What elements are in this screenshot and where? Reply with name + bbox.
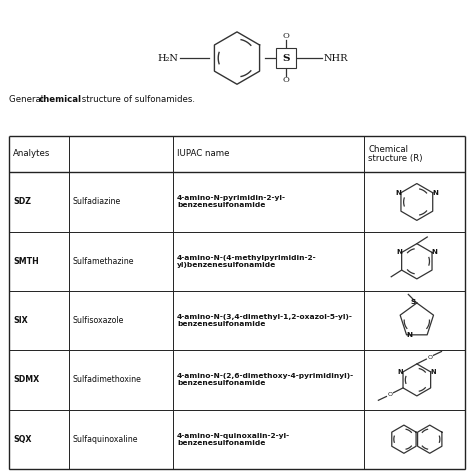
Text: N: N [431,249,438,256]
Text: H₂N: H₂N [158,54,179,62]
Text: Chemical: Chemical [368,145,408,154]
Text: structure (R): structure (R) [368,154,423,163]
Text: N: N [432,190,438,196]
Text: N: N [396,249,402,256]
Text: S: S [282,54,290,62]
Text: O: O [388,392,393,397]
Text: SIX: SIX [13,316,28,325]
Text: SDZ: SDZ [13,198,31,207]
Text: Analytes: Analytes [13,149,51,159]
Text: IUPAC name: IUPAC name [177,149,229,159]
Text: Sulfadiazine: Sulfadiazine [73,198,121,207]
Text: N: N [396,190,401,196]
Text: Sulfadimethoxine: Sulfadimethoxine [73,376,141,385]
Text: 4-amino-N-(2,6-dimethoxy-4-pyrimidinyl)-
benzenesulfonamide: 4-amino-N-(2,6-dimethoxy-4-pyrimidinyl)-… [177,373,354,387]
Text: SMTH: SMTH [13,257,39,266]
Text: SDMX: SDMX [13,376,39,385]
Text: O: O [427,355,432,360]
Text: General: General [9,95,46,104]
Text: 4-amino-N-(4-methylpyrimidin-2-
yl)benzenesulfonamide: 4-amino-N-(4-methylpyrimidin-2- yl)benze… [177,255,317,268]
Text: structure of sulfonamides.: structure of sulfonamides. [79,95,195,104]
Text: N: N [398,369,403,375]
Text: N: N [430,369,436,375]
Text: Sulfamethazine: Sulfamethazine [73,257,134,266]
Text: 4-amino-N-(3,4-dimethyl-1,2-oxazol-5-yl)-
benzenesulfonamide: 4-amino-N-(3,4-dimethyl-1,2-oxazol-5-yl)… [177,314,353,327]
Text: O: O [283,76,289,84]
Text: S: S [410,299,416,305]
Text: 4-amino-N-pyrimidin-2-yl-
benzenesulfonamide: 4-amino-N-pyrimidin-2-yl- benzenesulfona… [177,196,286,208]
Text: O: O [283,32,289,40]
Text: N: N [406,332,412,338]
Text: chemical: chemical [39,95,82,104]
Text: SQX: SQX [13,435,32,444]
Text: Sulfisoxazole: Sulfisoxazole [73,316,124,325]
Text: NHR: NHR [323,54,348,62]
FancyBboxPatch shape [276,48,296,68]
Text: Sulfaquinoxaline: Sulfaquinoxaline [73,435,138,444]
Text: 4-amino-N-quinoxalin-2-yl-
benzenesulfonamide: 4-amino-N-quinoxalin-2-yl- benzenesulfon… [177,433,290,446]
